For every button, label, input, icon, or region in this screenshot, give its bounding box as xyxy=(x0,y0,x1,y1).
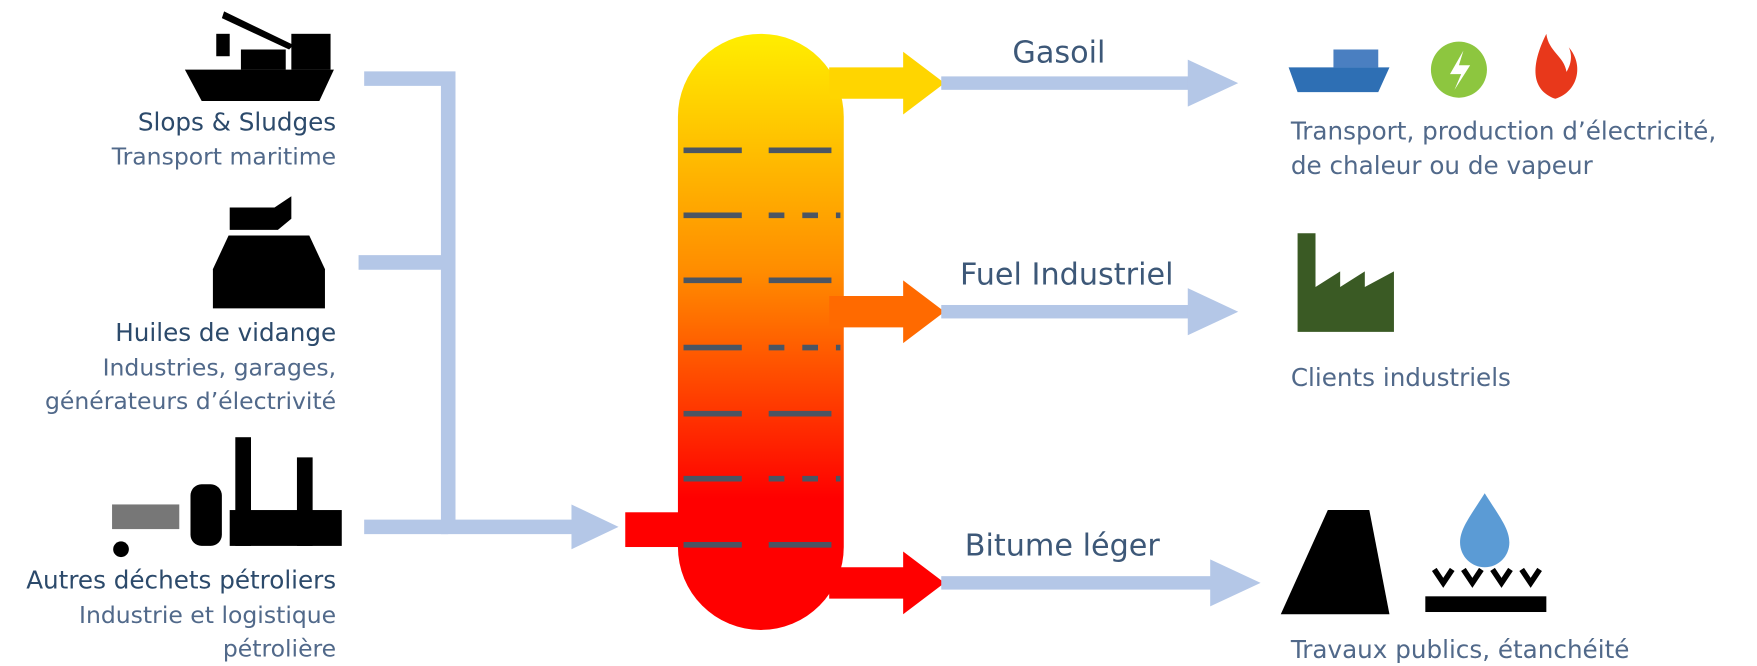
source-desc: pétrolière xyxy=(223,635,336,663)
product-label: Bitume léger xyxy=(965,529,1161,564)
trays xyxy=(683,147,841,548)
product-label: Gasoil xyxy=(1012,35,1105,70)
source-desc: Industries, garages, xyxy=(103,353,337,381)
source-desc: Transport maritime xyxy=(111,143,336,171)
icons xyxy=(112,11,1578,615)
source-desc: générateurs d’électrivité xyxy=(45,387,336,415)
source-title: Slops & Sludges xyxy=(138,107,336,136)
use-label: de chaleur ou de vapeur xyxy=(1291,151,1594,180)
use-label: Clients industriels xyxy=(1291,363,1511,392)
inlet xyxy=(625,512,687,548)
source-title: Autres déchets pétroliers xyxy=(26,566,336,595)
use-label: Travaux publics, étanchéité xyxy=(1290,635,1630,664)
product-label: Fuel Industriel xyxy=(960,257,1173,292)
collector xyxy=(358,71,578,535)
arrow-head xyxy=(571,504,619,550)
source-title: Huiles de vidange xyxy=(115,318,336,347)
source-desc: Industrie et logistique xyxy=(79,601,336,629)
use-label: Transport, production d’électricité, xyxy=(1290,116,1716,145)
outlets xyxy=(829,51,1261,615)
column xyxy=(677,33,844,630)
